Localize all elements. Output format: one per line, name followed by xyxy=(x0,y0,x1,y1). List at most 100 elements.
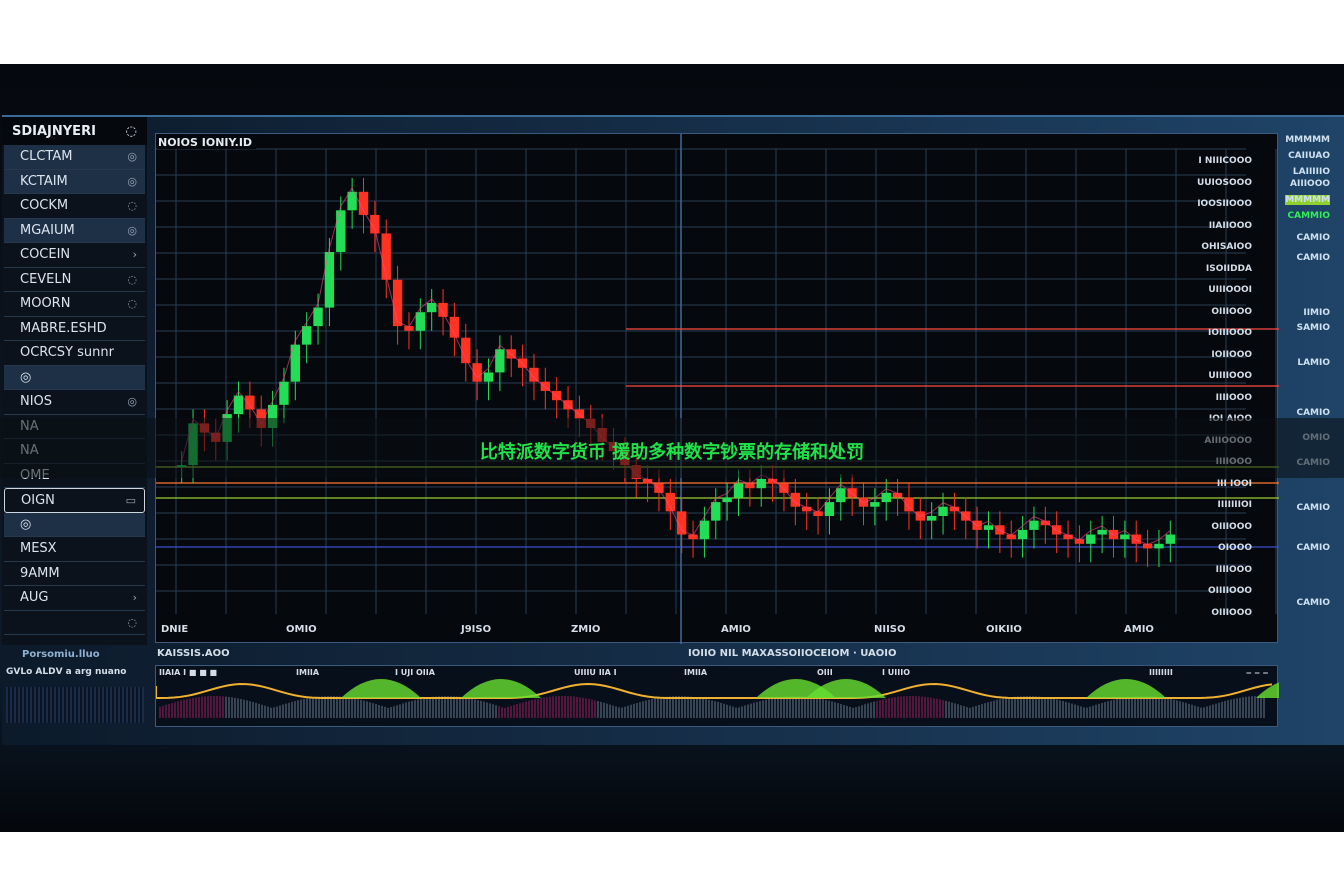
oscillator-label: I UIIIO xyxy=(882,668,910,677)
oscillator-line xyxy=(156,682,1273,700)
candle-body xyxy=(472,363,482,382)
chart-svg xyxy=(156,134,1279,644)
candle-body xyxy=(688,534,698,540)
candle-body xyxy=(904,497,914,512)
y-tick-label: OIIIOOO xyxy=(1211,306,1252,317)
right-column-label: LAMIO xyxy=(1297,358,1330,368)
candlestick-chart[interactable]: NOIOS IONIY.ID DNIE OMIO J9ISO ZMIO AMIO NIIS… xyxy=(155,133,1279,644)
sidebar-item[interactable]: NIOS ◎ xyxy=(4,390,145,415)
x-tick-label: NIISO xyxy=(874,624,906,635)
candle-body xyxy=(336,210,346,252)
sidebar-item[interactable]: ◌ xyxy=(4,611,145,635)
candle-body xyxy=(677,511,687,535)
sidebar-item-label: 9AMM xyxy=(20,565,60,581)
right-column: MMMMM CAIIUAO LAIIIIIO AIIIOOO MMMMM CAMMIO CA… xyxy=(1280,133,1344,643)
candle-body xyxy=(813,511,823,516)
moving-average-line xyxy=(181,186,1171,545)
y-tick-label: III IOOI xyxy=(1216,478,1252,489)
candle-body xyxy=(358,191,369,215)
sidebar-item[interactable]: OCRCSY sunnr xyxy=(4,341,145,366)
sidebar-item-label: KCTAIM xyxy=(20,173,68,189)
right-column-label: CAMIO xyxy=(1296,253,1330,263)
right-column-label: CAIIUAO xyxy=(1288,151,1330,161)
sidebar-item[interactable]: KCTAIM ◎ xyxy=(4,169,145,194)
candle-body xyxy=(381,233,391,280)
oscillator-label: ‒ ‒ ‒ xyxy=(1246,668,1269,677)
oscillator-panel[interactable]: IIAIA I ■ ■ ■ IMIIA I UJI OIIA UIIIU IIA I I… xyxy=(155,665,1279,727)
candle-body xyxy=(347,191,357,211)
oscillator-title-left: KAISSIS.AOO xyxy=(157,648,230,659)
candle-body xyxy=(324,252,335,308)
y-tick-label: OIOOO xyxy=(1218,543,1252,553)
sidebar-item[interactable]: OIGN ▭ xyxy=(4,488,145,513)
x-tick-label: AMIO xyxy=(1124,624,1154,635)
sidebar-item[interactable]: CLCTAM ◎ xyxy=(4,145,145,170)
oscillator-svg xyxy=(156,679,1279,718)
sidebar-item[interactable]: COCKM ◌ xyxy=(4,194,145,219)
oscillator-title-right: IOIIO NIL MAXASSOIIOCEIOM · UAOIO xyxy=(688,648,897,659)
sidebar-item-icon: › xyxy=(132,248,137,262)
candle-body xyxy=(733,483,744,498)
x-tick-label: OIKIIO xyxy=(986,624,1022,635)
candle-body xyxy=(279,381,289,405)
sidebar-item-icon: ◌ xyxy=(127,199,137,213)
candle-body xyxy=(881,492,891,503)
candle-body xyxy=(642,478,653,484)
sidebar-item[interactable]: MGAIUM ◎ xyxy=(4,218,145,243)
sidebar-header: SDIAJNYERI ◌ xyxy=(2,117,147,145)
chart-title: NOIOS IONIY.ID xyxy=(158,136,257,149)
oscillator-peak xyxy=(461,679,541,698)
sidebar-item-label: ◎ xyxy=(20,369,32,385)
candle-body xyxy=(370,214,380,234)
sidebar-item[interactable]: AUG › xyxy=(4,586,145,611)
settings-icon[interactable]: ◌ xyxy=(125,123,137,139)
candle-body xyxy=(1154,543,1164,549)
candle-body xyxy=(1017,529,1028,540)
candle-body xyxy=(1142,543,1153,549)
sidebar-item[interactable]: MESX xyxy=(4,537,145,562)
sidebar-item-icon: ◌ xyxy=(127,272,137,286)
candle-body xyxy=(938,506,948,516)
candle-body xyxy=(313,307,323,327)
y-tick-label: IIAIIOOO xyxy=(1208,220,1252,231)
sidebar-title: SDIAJNYERI xyxy=(12,123,96,139)
y-tick-label: IOIIOOO xyxy=(1211,349,1252,360)
sidebar-item[interactable]: MOORN ◌ xyxy=(4,292,145,317)
candle-body xyxy=(767,478,778,484)
sidebar-item[interactable]: ◎ xyxy=(4,365,145,390)
candle-body xyxy=(870,502,880,507)
sidebar-item-label: ◎ xyxy=(20,516,32,532)
candle-body xyxy=(302,326,312,345)
right-column-label: MMMMM xyxy=(1285,195,1330,205)
oscillator-label: I UJI OIIA xyxy=(395,668,435,677)
sidebar-item[interactable]: MABRE.ESHD xyxy=(4,317,145,341)
right-column-label: CAMIO xyxy=(1296,543,1330,553)
right-column-label: AIIIOOO xyxy=(1290,179,1330,189)
candle-body xyxy=(427,302,437,313)
sidebar-item[interactable]: ◎ xyxy=(4,512,145,537)
sidebar-item[interactable]: COCEIN › xyxy=(4,243,145,268)
sidebar-item-icon: ▭ xyxy=(125,493,136,507)
candle-body xyxy=(1040,520,1050,526)
oscillator-label: IMIIA xyxy=(684,668,708,677)
y-tick-label: IOIIIOOO xyxy=(1208,328,1252,338)
sidebar-item-label: AUG xyxy=(20,590,49,606)
candle-body xyxy=(461,337,471,364)
sidebar-item[interactable]: 9AMM xyxy=(4,562,145,586)
candle-body xyxy=(483,372,494,382)
sidebar-list: CLCTAM ◎ KCTAIM ◎ COCKM ◌ MGAIUM ◎ COCEIN › CEVELN… xyxy=(2,145,147,635)
candle-body xyxy=(892,492,903,498)
sidebar-item-label: MABRE.ESHD xyxy=(20,320,107,336)
candle-body xyxy=(745,483,755,489)
sidebar-mini-histogram xyxy=(6,687,144,723)
candle-body xyxy=(290,344,300,382)
sidebar-item-icon: ◎ xyxy=(127,395,137,409)
right-column-label: CAMIO xyxy=(1296,233,1330,243)
y-tick-label: ISOIIDDA xyxy=(1205,263,1252,274)
oscillator-label: OIII xyxy=(817,668,833,677)
oscillator-label: UIIIU IIA I xyxy=(574,668,617,677)
candle-body xyxy=(495,349,505,373)
candle-body xyxy=(1029,520,1039,530)
sidebar-item[interactable]: CEVELN ◌ xyxy=(4,268,145,292)
y-tick-label: UUIOSOOO xyxy=(1196,177,1252,188)
